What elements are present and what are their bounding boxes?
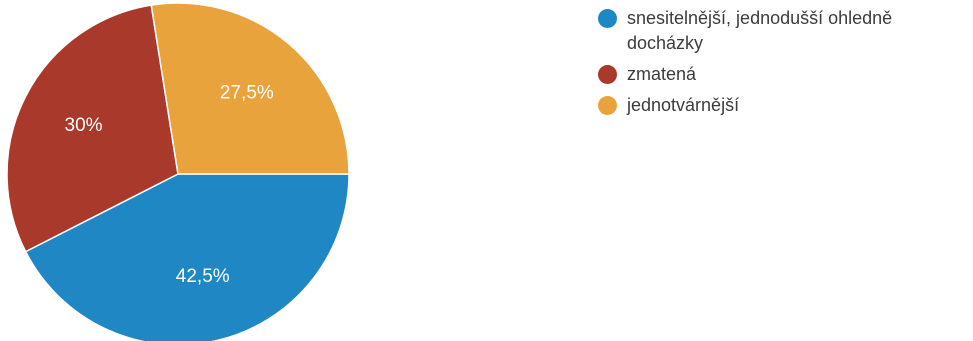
pie-value-labels: 42,5% 30% 27,5% [65, 82, 274, 287]
legend-item-2: zmatená [598, 62, 968, 87]
pie-value-label-2: 30% [65, 115, 103, 136]
pie-slice-2 [6, 4, 179, 253]
pie-slice-1 [24, 173, 350, 341]
legend-swatch-icon [598, 65, 617, 84]
pie-value-label-3: 27,5% [220, 82, 274, 103]
legend-item-1: snesitelnější, jednodušší ohledně docház… [598, 6, 968, 56]
legend-label: zmatená [627, 64, 697, 84]
pie-slice-3 [150, 2, 350, 175]
pie-value-label-1: 42,5% [176, 266, 230, 287]
legend-swatch-icon [598, 9, 617, 28]
legend-label: snesitelnější, jednodušší ohledně docház… [627, 8, 893, 53]
pie-slices [6, 2, 350, 341]
legend-swatch-icon [598, 96, 617, 115]
legend-item-3: jednotvárnější [598, 93, 968, 118]
legend-label: jednotvárnější [627, 95, 740, 115]
chart-legend: snesitelnější, jednodušší ohledně docház… [598, 6, 968, 124]
